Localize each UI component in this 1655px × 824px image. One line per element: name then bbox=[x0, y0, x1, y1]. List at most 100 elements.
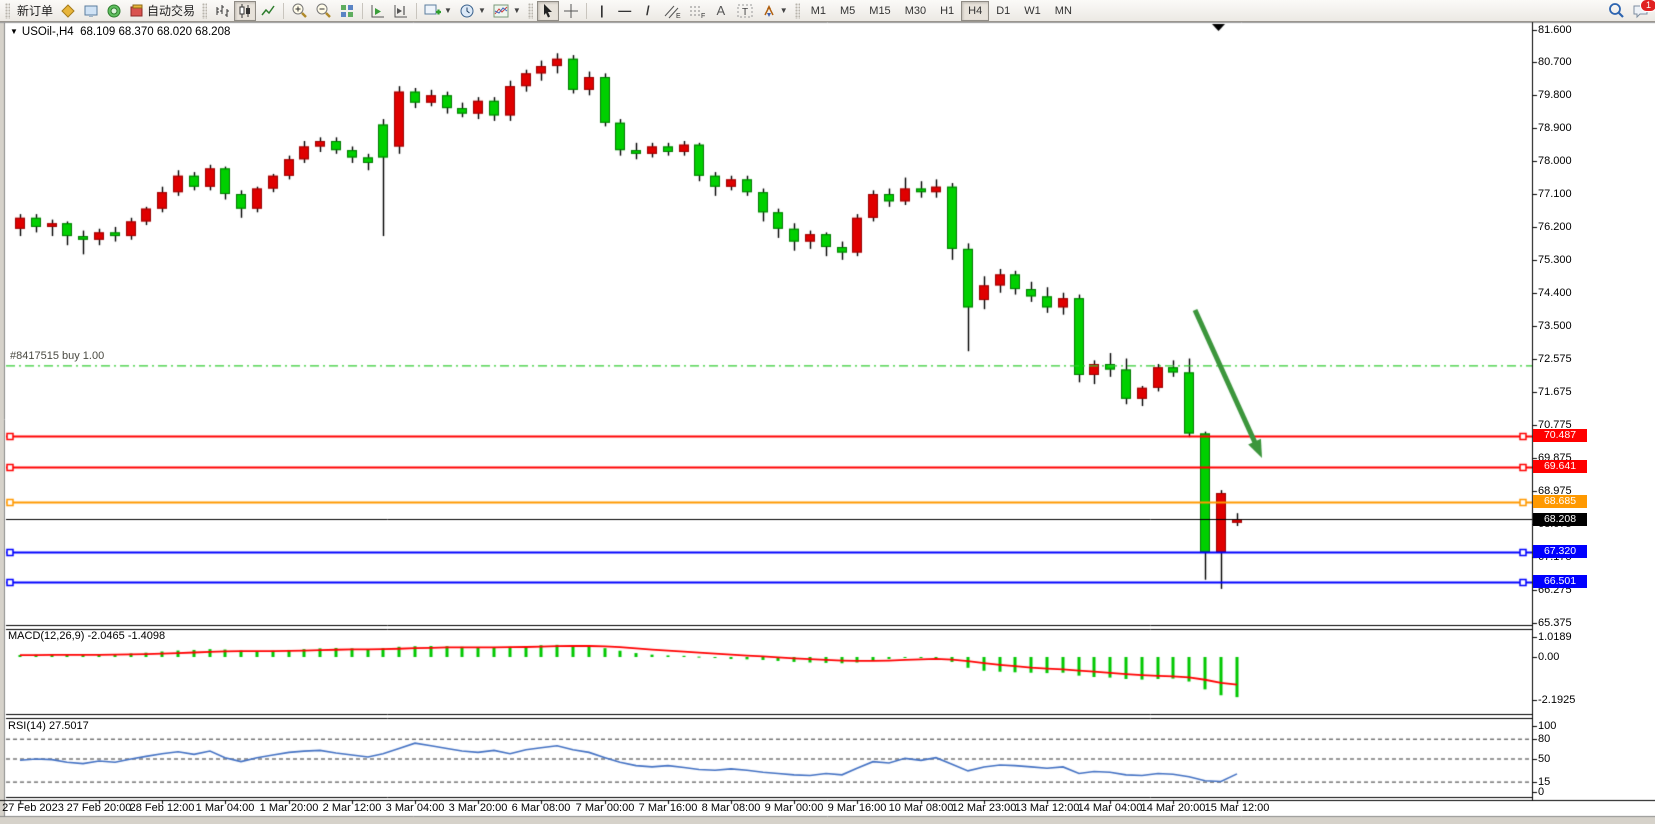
macd-indicator-label: MACD(12,26,9) -2.0465 -1.4098 bbox=[8, 630, 166, 642]
timeframe-W1[interactable]: W1 bbox=[1017, 1, 1048, 21]
horizontal-line-icon[interactable]: — bbox=[614, 1, 636, 21]
arrows-button[interactable]: ▼ bbox=[758, 1, 791, 21]
time-axis-label: 14 Mar 20:00 bbox=[1140, 802, 1206, 814]
price-badge: 67.320 bbox=[1533, 545, 1587, 559]
price-tick-label: 80.700 bbox=[1538, 56, 1572, 69]
price-tick-label: 81.600 bbox=[1538, 23, 1572, 36]
timeframe-M1[interactable]: M1 bbox=[804, 1, 833, 21]
timeframe-D1[interactable]: D1 bbox=[989, 1, 1017, 21]
line-chart-icon[interactable] bbox=[257, 1, 279, 21]
svg-text:E: E bbox=[676, 13, 681, 19]
rsi-indicator-label: RSI(14) 27.5017 bbox=[8, 720, 89, 732]
time-axis-label: 9 Mar 16:00 bbox=[827, 802, 887, 814]
toolbar-grip[interactable] bbox=[202, 2, 208, 19]
chart-ohlc-values: 68.109 68.370 68.020 68.208 bbox=[80, 26, 231, 38]
toolbar-grip[interactable] bbox=[527, 2, 533, 19]
zoom-in-icon[interactable] bbox=[288, 1, 311, 21]
fibonacci-icon[interactable]: F bbox=[685, 1, 709, 21]
timeframe-bar: M1 M5 M15 M30 H1 H4 D1 W1 MN bbox=[804, 0, 1079, 21]
zoom-out-icon[interactable] bbox=[312, 1, 335, 21]
terminal-icon[interactable] bbox=[80, 1, 102, 21]
chat-notification-badge: 1 bbox=[1640, 0, 1655, 12]
price-tick-label: 70.775 bbox=[1538, 419, 1572, 432]
cursor-icon[interactable] bbox=[536, 0, 559, 21]
macd-scale-label: 1.0189 bbox=[1538, 631, 1572, 643]
time-axis-label: 14 Mar 04:00 bbox=[1077, 802, 1143, 814]
indicators-button[interactable]: ▼ bbox=[490, 1, 524, 21]
search-icon[interactable] bbox=[1605, 1, 1628, 21]
text-icon[interactable]: A bbox=[710, 1, 732, 21]
chart-menu-triangle-icon[interactable]: ▼ bbox=[10, 27, 18, 36]
svg-text:T: T bbox=[742, 7, 748, 18]
macd-scale-label: 0.00 bbox=[1538, 651, 1560, 663]
price-tick-label: 74.400 bbox=[1538, 286, 1572, 299]
bar-chart-icon[interactable] bbox=[211, 1, 233, 21]
price-tick-label: 78.000 bbox=[1538, 155, 1572, 168]
gold-icon[interactable] bbox=[57, 1, 79, 21]
timeframe-M15[interactable]: M15 bbox=[862, 1, 897, 21]
autotrade-label: 自动交易 bbox=[147, 4, 196, 18]
timeframe-M5[interactable]: M5 bbox=[833, 1, 862, 21]
time-axis-label: 7 Mar 16:00 bbox=[638, 802, 698, 814]
toolbar-grip[interactable] bbox=[794, 2, 800, 19]
chart-title: ▼ USOil-,H4 68.109 68.370 68.020 68.208 bbox=[10, 26, 230, 38]
candlestick-icon[interactable] bbox=[234, 0, 257, 21]
timeframe-H4[interactable]: H4 bbox=[961, 0, 990, 21]
crosshair-icon[interactable] bbox=[560, 1, 582, 21]
rsi-scale-label: 80 bbox=[1538, 733, 1551, 746]
price-tick-label: 75.300 bbox=[1538, 253, 1572, 266]
period-clock-button[interactable]: ▼ bbox=[456, 1, 489, 21]
chevron-down-icon: ▼ bbox=[477, 6, 486, 15]
price-badge: 70.487 bbox=[1533, 429, 1587, 443]
price-tick-label: 77.100 bbox=[1538, 188, 1572, 201]
autotrade-icon bbox=[129, 3, 145, 19]
auto-scroll-icon[interactable] bbox=[367, 1, 389, 21]
price-badge: 68.208 bbox=[1533, 512, 1587, 526]
time-axis-label: 10 Mar 08:00 bbox=[888, 802, 954, 814]
price-tick-label: 79.800 bbox=[1538, 89, 1572, 102]
time-axis-label: 7 Mar 00:00 bbox=[575, 802, 635, 814]
signals-icon[interactable] bbox=[103, 1, 125, 21]
time-axis-label: 3 Mar 20:00 bbox=[448, 802, 508, 814]
chevron-down-icon: ▼ bbox=[779, 6, 788, 15]
time-axis-label: 27 Feb 20:00 bbox=[66, 802, 132, 814]
timeframe-H1[interactable]: H1 bbox=[933, 1, 961, 21]
time-axis-label: 28 Feb 12:00 bbox=[129, 802, 195, 814]
rsi-scale-label: 50 bbox=[1538, 753, 1551, 765]
time-axis-label: 13 Mar 12:00 bbox=[1014, 802, 1080, 814]
chart-symbol-period: USOil-,H4 bbox=[21, 26, 74, 38]
price-badge: 68.685 bbox=[1533, 495, 1587, 509]
vertical-line-icon[interactable]: | bbox=[591, 1, 613, 21]
timeframe-MN[interactable]: MN bbox=[1048, 1, 1079, 21]
text-label-icon[interactable]: T bbox=[733, 1, 757, 21]
new-chart-button[interactable]: ▼ bbox=[421, 1, 455, 21]
time-axis-label: 3 Mar 04:00 bbox=[385, 802, 445, 814]
new-order-button[interactable]: 新订单 bbox=[14, 1, 56, 21]
time-axis-label: 1 Mar 20:00 bbox=[259, 802, 319, 814]
tile-windows-icon[interactable] bbox=[336, 1, 358, 21]
chart-shift-icon[interactable] bbox=[390, 1, 412, 21]
chevron-down-icon: ▼ bbox=[444, 6, 452, 15]
time-axis-label: 9 Mar 00:00 bbox=[764, 802, 824, 814]
price-tick-label: 76.200 bbox=[1538, 220, 1572, 233]
rsi-scale-label: 0 bbox=[1538, 786, 1545, 798]
price-tick-label: 72.575 bbox=[1538, 353, 1572, 366]
time-axis-label: 15 Mar 12:00 bbox=[1204, 802, 1270, 814]
time-axis-label: 6 Mar 08:00 bbox=[511, 802, 571, 814]
toolbar: 新订单 自动交易 ▼ ▼ bbox=[0, 0, 1655, 22]
price-badge: 69.641 bbox=[1533, 460, 1587, 474]
trendline-icon[interactable]: / bbox=[637, 1, 659, 21]
time-axis-label: 12 Mar 23:00 bbox=[951, 802, 1017, 814]
timeframe-M30[interactable]: M30 bbox=[898, 1, 933, 21]
price-tick-label: 73.500 bbox=[1538, 319, 1572, 332]
time-axis-label: 8 Mar 08:00 bbox=[701, 802, 761, 814]
channel-icon[interactable]: E bbox=[660, 1, 684, 21]
time-axis-label: 27 Feb 2023 bbox=[2, 802, 64, 814]
autotrade-button[interactable]: 自动交易 bbox=[126, 1, 198, 21]
rsi-scale-label: 15 bbox=[1538, 776, 1551, 789]
toolbar-grip[interactable] bbox=[5, 2, 10, 19]
price-badge: 66.501 bbox=[1533, 575, 1587, 589]
buy-order-label: #8417515 buy 1.00 bbox=[10, 350, 105, 362]
chevron-down-icon: ▼ bbox=[512, 6, 521, 15]
